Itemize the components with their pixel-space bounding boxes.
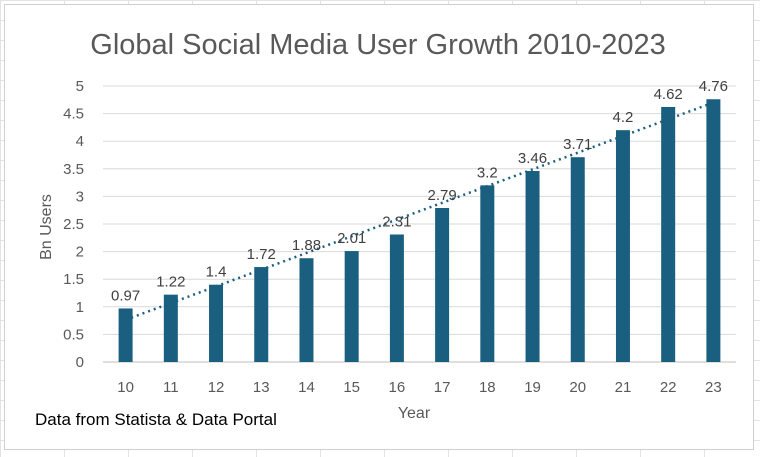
y-axis-ticks: 0 0.5 1 1.5 2 2.5 3 3.5 4 4.5 5 bbox=[63, 78, 84, 371]
x-tick-label: 20 bbox=[569, 379, 586, 396]
chart-title: Global Social Media User Growth 2010-202… bbox=[90, 29, 665, 61]
x-tick-label: 12 bbox=[208, 379, 225, 396]
y-tick-label: 5 bbox=[76, 78, 84, 95]
y-tick-label: 1 bbox=[76, 299, 84, 316]
x-tick-label: 19 bbox=[524, 379, 541, 396]
bar[interactable] bbox=[299, 258, 314, 362]
bar[interactable] bbox=[435, 207, 450, 362]
bar[interactable] bbox=[480, 185, 495, 362]
x-tick-label: 18 bbox=[479, 379, 496, 396]
bar[interactable] bbox=[254, 267, 269, 362]
y-tick-label: 2 bbox=[76, 244, 84, 261]
bar[interactable] bbox=[163, 294, 178, 362]
y-tick-label: 3.5 bbox=[63, 161, 84, 178]
data-label: 2.01 bbox=[337, 230, 366, 247]
y-tick-label: 0.5 bbox=[63, 326, 84, 343]
data-label: 3.2 bbox=[477, 164, 498, 181]
x-tick-label: 22 bbox=[660, 379, 677, 396]
bar[interactable] bbox=[389, 234, 404, 362]
y-axis-title: Bn Users bbox=[38, 194, 55, 260]
y-tick-label: 2.5 bbox=[63, 216, 84, 233]
x-tick-label: 21 bbox=[615, 379, 632, 396]
data-labels: 0.97 1.22 1.4 1.72 1.88 2.01 2.31 2.79 3.2 3.46 3.… bbox=[111, 78, 728, 304]
x-tick-label: 11 bbox=[163, 379, 179, 396]
y-tick-label: 3 bbox=[76, 188, 84, 205]
x-tick-label: 17 bbox=[434, 379, 451, 396]
data-label: 0.97 bbox=[111, 287, 140, 304]
bar[interactable] bbox=[344, 251, 359, 362]
x-tick-label: 16 bbox=[389, 379, 406, 396]
data-label: 1.72 bbox=[247, 246, 276, 263]
bar[interactable] bbox=[706, 99, 721, 363]
data-label: 1.88 bbox=[292, 237, 321, 254]
gridlines bbox=[103, 85, 736, 363]
source-annotation: Data from Statista & Data Portal bbox=[35, 410, 277, 429]
x-axis-title: Year bbox=[398, 405, 431, 422]
data-label: 1.4 bbox=[206, 264, 227, 281]
bar[interactable] bbox=[209, 284, 224, 362]
data-label: 2.31 bbox=[382, 213, 411, 230]
x-tick-label: 15 bbox=[343, 379, 360, 396]
data-label: 2.79 bbox=[428, 187, 457, 204]
y-tick-label: 0 bbox=[76, 354, 84, 371]
bar[interactable] bbox=[615, 130, 630, 362]
x-tick-label: 13 bbox=[253, 379, 270, 396]
trendline bbox=[125, 101, 714, 321]
data-label: 4.76 bbox=[699, 78, 728, 95]
x-tick-label: 23 bbox=[705, 379, 722, 396]
data-label: 3.46 bbox=[518, 150, 547, 167]
bar[interactable] bbox=[118, 308, 133, 362]
bar-series bbox=[118, 99, 721, 363]
bar[interactable] bbox=[570, 157, 585, 362]
data-label: 1.22 bbox=[156, 274, 185, 291]
bar[interactable] bbox=[661, 106, 676, 362]
y-tick-label: 1.5 bbox=[63, 271, 84, 288]
x-tick-label: 14 bbox=[298, 379, 315, 396]
x-tick-label: 10 bbox=[117, 379, 134, 396]
data-label: 4.62 bbox=[654, 86, 683, 103]
y-tick-label: 4 bbox=[76, 133, 84, 150]
data-label: 3.71 bbox=[563, 136, 592, 153]
data-label: 4.2 bbox=[613, 109, 634, 126]
bar[interactable] bbox=[525, 171, 540, 362]
y-tick-label: 4.5 bbox=[63, 106, 84, 123]
x-axis-ticks: 10 11 12 13 14 15 16 17 18 19 20 21 22 23 bbox=[117, 379, 721, 396]
